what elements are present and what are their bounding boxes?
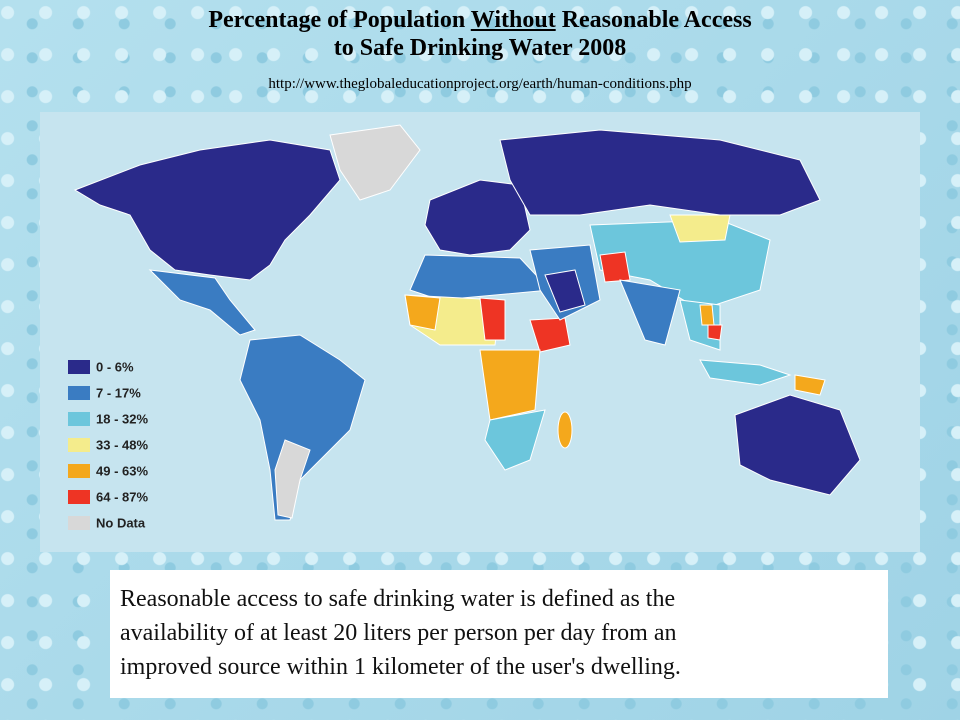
countries [73,124,861,521]
saudi-arabia [544,269,586,313]
source-url: http://www.theglobaleducationproject.org… [268,76,692,92]
legend-label: 7 - 17% [96,385,141,400]
argentina [274,439,311,519]
title-line-1: Percentage of Population Without Reasona… [0,6,960,34]
laos [699,304,715,326]
legend-swatch [68,412,90,426]
north-america [73,139,341,281]
title-part: Percentage of Population [208,7,466,33]
legend-label: 18 - 32% [96,411,148,426]
north-africa [409,254,552,301]
australia [734,394,861,496]
russia [499,129,821,216]
legend-label: 49 - 63% [96,463,148,478]
cambodia [707,324,723,341]
caption-line: availability of at least 20 liters per p… [120,620,677,646]
southern-africa [484,409,546,471]
west-africa-orange [404,294,441,331]
title-part: Without [470,7,556,33]
legend-label: No Data [96,515,146,530]
ethiopia [529,317,571,353]
legend-swatch [68,360,90,374]
chad [479,297,506,341]
legend-swatch [68,490,90,504]
europe [424,179,531,256]
greenland [329,124,421,201]
caption-line: improved source within 1 kilometer of th… [120,654,681,680]
madagascar [557,411,573,449]
legend-label: 33 - 48% [96,437,148,452]
central-africa [479,349,541,421]
legend-swatch [68,516,90,530]
legend-label: 64 - 87% [96,489,148,504]
legend-label: 0 - 6% [96,359,134,374]
papua-new-guinea [794,374,826,396]
indonesia [699,359,792,386]
india [619,279,681,346]
legend-swatch [68,438,90,452]
afghanistan [599,251,631,283]
title: Percentage of Population Without Reasona… [0,6,960,62]
title-line-2: to Safe Drinking Water 2008 [333,35,627,61]
legend: 0 - 6% 7 - 17% 18 - 32% 33 - 48% 49 - 63% 64 … [68,359,148,530]
central-america [148,269,256,336]
legend-swatch [68,464,90,478]
caption-line: Reasonable access to safe drinking water… [120,586,676,612]
mongolia [669,214,731,243]
caption: Reasonable access to safe drinking water… [110,570,888,698]
title-part: Reasonable Access [561,7,752,33]
legend-swatch [68,386,90,400]
